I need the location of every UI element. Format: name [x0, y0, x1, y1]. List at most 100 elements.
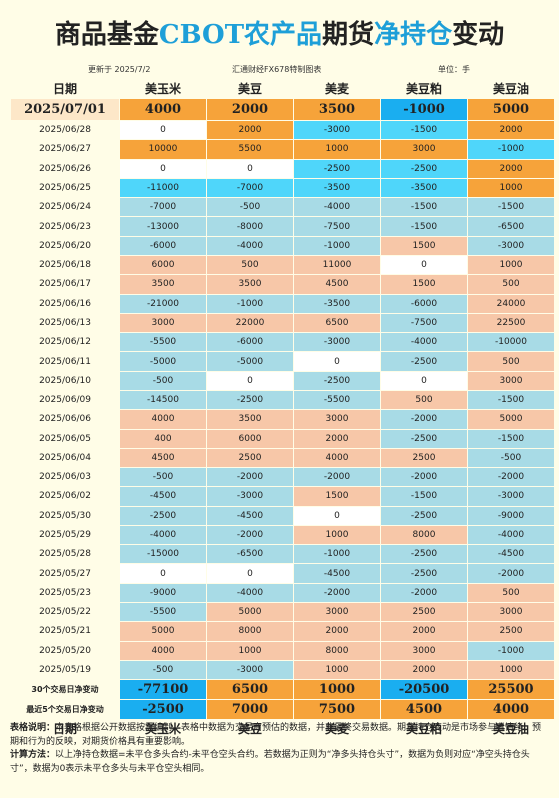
- calc-note: 计算方法：以上净持仓数据=未平仓多头合约-未平仓空头合约。若数据为正则为“净多头…: [10, 749, 550, 776]
- cell-soybean: 0: [206, 563, 294, 584]
- cell-wheat: -2500: [293, 370, 381, 391]
- cell-wheat: -4500: [293, 563, 381, 584]
- cell-wheat: 3000: [293, 602, 381, 623]
- cell-soybean: -3000: [206, 659, 294, 681]
- row-date: 2025/05/22: [10, 602, 120, 623]
- cell-soymeal: -2500: [380, 563, 468, 584]
- cell-corn: -500: [119, 467, 207, 488]
- row-date: 2025/06/12: [10, 332, 120, 353]
- table-row: 2025/05/28 -15000 -6500 -1000 -2500 -4500: [10, 544, 555, 565]
- row-date: 2025/06/26: [10, 158, 120, 179]
- cell-soymeal: -2000: [380, 582, 468, 604]
- cell-soyoil: 5000: [467, 409, 555, 430]
- row-date: 2025/06/05: [10, 428, 120, 449]
- cell-wheat: -1000: [293, 544, 381, 565]
- table-row: 2025/06/25 -11000 -7000 -3500 -3500 1000: [10, 177, 555, 199]
- summary-cell-soyoil: 4000: [467, 699, 555, 721]
- cell-soyoil: -1500: [467, 389, 555, 411]
- cell-wheat: 0: [293, 505, 381, 526]
- cell-soymeal: 1500: [380, 274, 468, 295]
- cell-soymeal: 500: [380, 389, 468, 411]
- page-title: 商品基金 CBOT农产品 期货 净持仓 变动: [0, 0, 559, 64]
- cell-corn: 4000: [119, 640, 207, 661]
- row-date: 2025/05/30: [10, 505, 120, 526]
- cell-soybean: 2000: [206, 119, 294, 141]
- cell-soybean: -5000: [206, 351, 294, 372]
- cell-wheat: -2000: [293, 582, 381, 604]
- cell-soyoil: -6500: [467, 216, 555, 237]
- cell-soymeal: 2000: [380, 621, 468, 642]
- cell-soyoil: 1000: [467, 254, 555, 276]
- summary-cell-soybean: 7000: [206, 699, 294, 721]
- title-part-5: 变动: [452, 19, 505, 50]
- row-date: 2025/05/27: [10, 563, 120, 584]
- summary-cell-soymeal: 4500: [380, 699, 468, 721]
- source-label: 汇通财经FX678特制图表: [232, 65, 322, 74]
- cell-corn: -500: [119, 370, 207, 391]
- table-row: 2025/06/18 6000 500 11000 0 1000: [10, 254, 555, 276]
- cell-corn: 10000: [119, 139, 207, 160]
- cell-soyoil: -1500: [467, 428, 555, 449]
- cell-soybean: -4000: [206, 582, 294, 604]
- title-part-3: 期货: [322, 19, 375, 50]
- header-soymeal: 美豆粕: [380, 78, 468, 99]
- summary-label: 30个交易日净变动: [10, 679, 120, 701]
- cell-soyoil: -1000: [467, 640, 555, 661]
- cell-corn: -15000: [119, 544, 207, 565]
- cell-soyoil: -4500: [467, 544, 555, 565]
- cell-corn: 3500: [119, 274, 207, 295]
- cell-wheat: 1000: [293, 659, 381, 681]
- footer-soybean: 美豆: [206, 719, 294, 739]
- table-row: 2025/05/20 4000 1000 8000 3000 -1000: [10, 640, 555, 661]
- table-row: 2025/05/23 -9000 -4000 -2000 -2000 500: [10, 582, 555, 604]
- latest-value-soymeal: -1000: [380, 98, 468, 121]
- cell-corn: -4500: [119, 486, 207, 507]
- table-row: 2025/06/28 0 2000 -3000 -1500 2000: [10, 119, 555, 141]
- cell-soybean: -500: [206, 197, 294, 218]
- header-soyoil: 美豆油: [467, 78, 555, 99]
- cell-corn: -6000: [119, 235, 207, 256]
- cell-soymeal: -2500: [380, 428, 468, 449]
- cell-soybean: -1000: [206, 293, 294, 314]
- table-row: 2025/06/23 -13000 -8000 -7500 -1500 -6500: [10, 216, 555, 237]
- calc-note-text: 以上净持仓数据=未平仓多头合约-未平仓空头合约。若数据为正则为“净多头持仓头寸”…: [10, 750, 530, 774]
- cell-corn: 400: [119, 428, 207, 449]
- row-date: 2025/06/24: [10, 197, 120, 218]
- table-row: 2025/06/09 -14500 -2500 -5500 500 -1500: [10, 389, 555, 411]
- cell-soymeal: -1500: [380, 197, 468, 218]
- cell-soybean: 6000: [206, 428, 294, 449]
- cell-corn: 0: [119, 158, 207, 179]
- cell-soyoil: 500: [467, 274, 555, 295]
- row-date: 2025/06/06: [10, 409, 120, 430]
- table-row: 2025/06/16 -21000 -1000 -3500 -6000 24000: [10, 293, 555, 314]
- cell-corn: -13000: [119, 216, 207, 237]
- cell-soymeal: 3000: [380, 139, 468, 160]
- cell-soybean: -2000: [206, 467, 294, 488]
- cell-corn: 5000: [119, 621, 207, 642]
- cell-soyoil: -2000: [467, 467, 555, 488]
- cell-soyoil: -2000: [467, 563, 555, 584]
- cell-corn: -5500: [119, 602, 207, 623]
- cell-wheat: 3000: [293, 409, 381, 430]
- cell-soymeal: 0: [380, 370, 468, 391]
- row-date: 2025/06/18: [10, 254, 120, 276]
- cell-soybean: -3000: [206, 486, 294, 507]
- table-row: 2025/06/20 -6000 -4000 -1000 1500 -3000: [10, 235, 555, 256]
- cell-wheat: 11000: [293, 254, 381, 276]
- row-date: 2025/06/27: [10, 139, 120, 160]
- updated-date: 更新于 2025/7/2: [88, 65, 151, 74]
- cell-wheat: 2000: [293, 428, 381, 449]
- table-note-label: 表格说明：: [10, 723, 56, 733]
- row-date: 2025/06/17: [10, 274, 120, 295]
- cell-wheat: -1000: [293, 235, 381, 256]
- cell-soybean: -2500: [206, 389, 294, 411]
- cell-soybean: -6500: [206, 544, 294, 565]
- cell-soyoil: -10000: [467, 332, 555, 353]
- cell-soybean: 3500: [206, 409, 294, 430]
- row-date: 2025/06/23: [10, 216, 120, 237]
- footer-corn: 美玉米: [119, 719, 207, 739]
- cell-soymeal: 8000: [380, 524, 468, 546]
- table-row: 2025/06/17 3500 3500 4500 1500 500: [10, 274, 555, 295]
- cell-soyoil: 2500: [467, 621, 555, 642]
- cell-wheat: -7500: [293, 216, 381, 237]
